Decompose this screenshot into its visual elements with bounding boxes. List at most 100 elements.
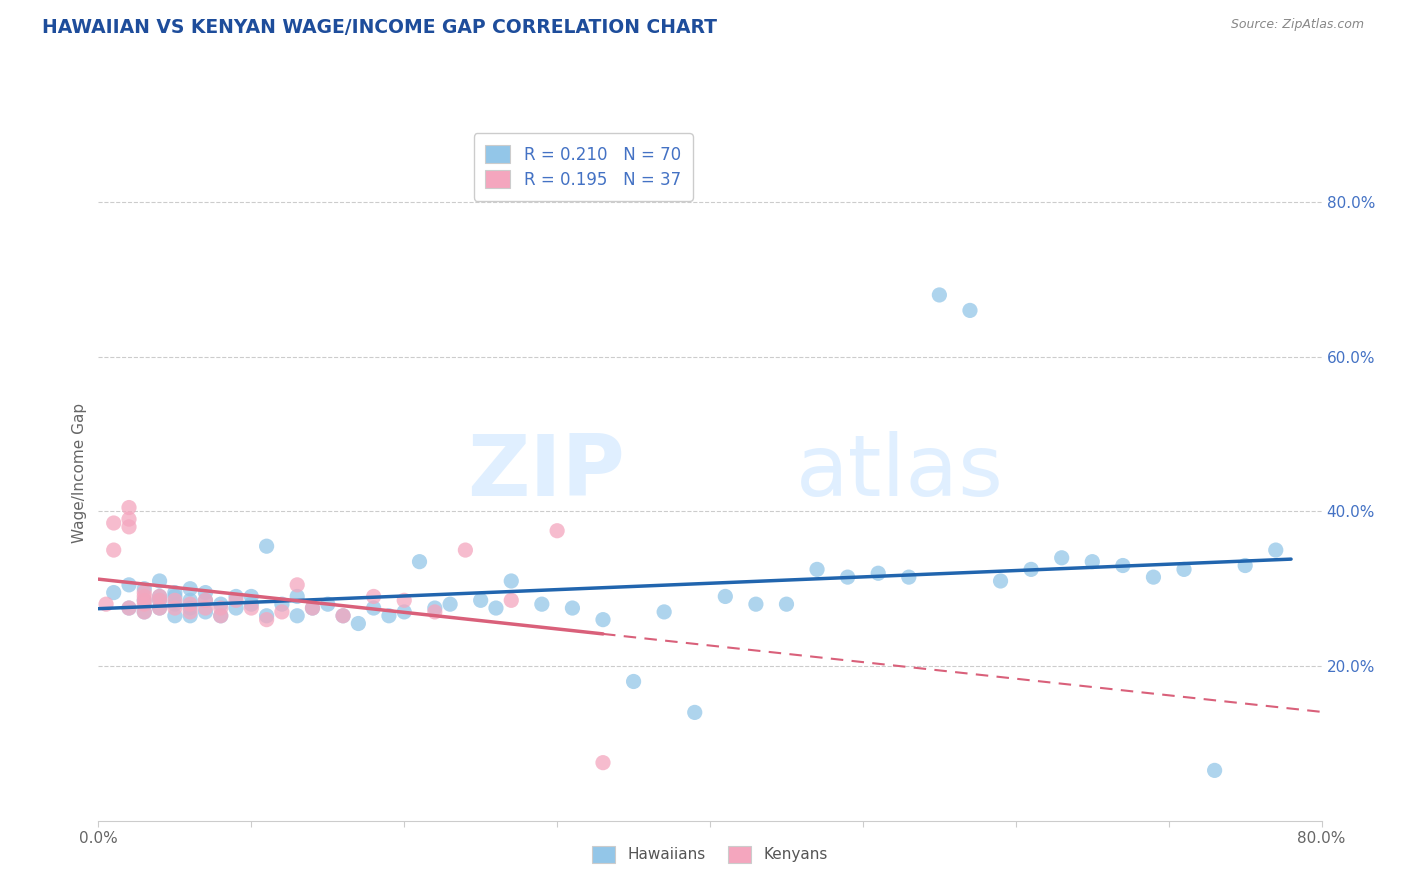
Point — [179, 605, 201, 619]
Point — [118, 578, 141, 592]
Point — [1234, 558, 1257, 573]
Point — [103, 585, 125, 599]
Point — [118, 520, 141, 534]
Point — [363, 601, 385, 615]
Point — [94, 597, 117, 611]
Point — [103, 543, 125, 558]
Point — [501, 593, 523, 607]
Point — [623, 674, 645, 689]
Point — [134, 597, 156, 611]
Point — [363, 590, 385, 604]
Point — [149, 593, 172, 607]
Point — [530, 597, 553, 611]
Point — [501, 574, 523, 588]
Point — [163, 601, 186, 615]
Point — [118, 512, 141, 526]
Point — [163, 585, 186, 599]
Point — [194, 593, 217, 607]
Point — [209, 608, 232, 623]
Point — [179, 593, 201, 607]
Legend: Hawaiians, Kenyans: Hawaiians, Kenyans — [586, 839, 834, 869]
Point — [1019, 562, 1042, 576]
Point — [485, 601, 508, 615]
Point — [134, 590, 156, 604]
Point — [1264, 543, 1286, 558]
Point — [134, 593, 156, 607]
Point — [103, 516, 125, 530]
Text: ZIP: ZIP — [467, 431, 624, 515]
Point — [194, 601, 217, 615]
Point — [454, 543, 477, 558]
Point — [270, 605, 292, 619]
Point — [118, 601, 141, 615]
Point — [134, 582, 156, 596]
Point — [240, 601, 263, 615]
Point — [546, 524, 568, 538]
Point — [683, 706, 706, 720]
Point — [316, 597, 339, 611]
Point — [209, 608, 232, 623]
Text: HAWAIIAN VS KENYAN WAGE/INCOME GAP CORRELATION CHART: HAWAIIAN VS KENYAN WAGE/INCOME GAP CORRE… — [42, 18, 717, 37]
Point — [134, 585, 156, 599]
Point — [163, 608, 186, 623]
Point — [1081, 555, 1104, 569]
Point — [423, 605, 446, 619]
Point — [775, 597, 797, 611]
Point — [149, 593, 172, 607]
Point — [163, 597, 186, 611]
Point — [837, 570, 859, 584]
Point — [285, 590, 308, 604]
Point — [561, 601, 583, 615]
Point — [990, 574, 1012, 588]
Point — [149, 574, 172, 588]
Point — [1173, 562, 1195, 576]
Point — [118, 500, 141, 515]
Point — [285, 578, 308, 592]
Point — [225, 601, 247, 615]
Point — [240, 597, 263, 611]
Point — [897, 570, 920, 584]
Point — [1112, 558, 1135, 573]
Point — [256, 608, 278, 623]
Point — [928, 288, 950, 302]
Point — [256, 613, 278, 627]
Point — [470, 593, 492, 607]
Point — [408, 555, 430, 569]
Point — [378, 608, 401, 623]
Point — [270, 597, 292, 611]
Point — [149, 601, 172, 615]
Point — [134, 593, 156, 607]
Point — [806, 562, 828, 576]
Point — [392, 605, 416, 619]
Point — [256, 539, 278, 553]
Point — [592, 613, 614, 627]
Point — [868, 566, 890, 581]
Point — [134, 605, 156, 619]
Point — [301, 601, 323, 615]
Point — [332, 608, 354, 623]
Point — [179, 597, 201, 611]
Point — [392, 593, 416, 607]
Point — [179, 582, 201, 596]
Point — [209, 597, 232, 611]
Point — [745, 597, 768, 611]
Point — [149, 601, 172, 615]
Point — [423, 601, 446, 615]
Point — [1050, 550, 1073, 565]
Point — [179, 601, 201, 615]
Point — [1204, 764, 1226, 778]
Point — [179, 608, 201, 623]
Point — [225, 593, 247, 607]
Point — [347, 616, 370, 631]
Y-axis label: Wage/Income Gap: Wage/Income Gap — [72, 402, 87, 543]
Point — [163, 590, 186, 604]
Point — [959, 303, 981, 318]
Text: atlas: atlas — [796, 431, 1004, 515]
Point — [209, 601, 232, 615]
Point — [149, 590, 172, 604]
Text: Source: ZipAtlas.com: Source: ZipAtlas.com — [1230, 18, 1364, 31]
Point — [194, 585, 217, 599]
Point — [194, 605, 217, 619]
Point — [652, 605, 675, 619]
Point — [439, 597, 461, 611]
